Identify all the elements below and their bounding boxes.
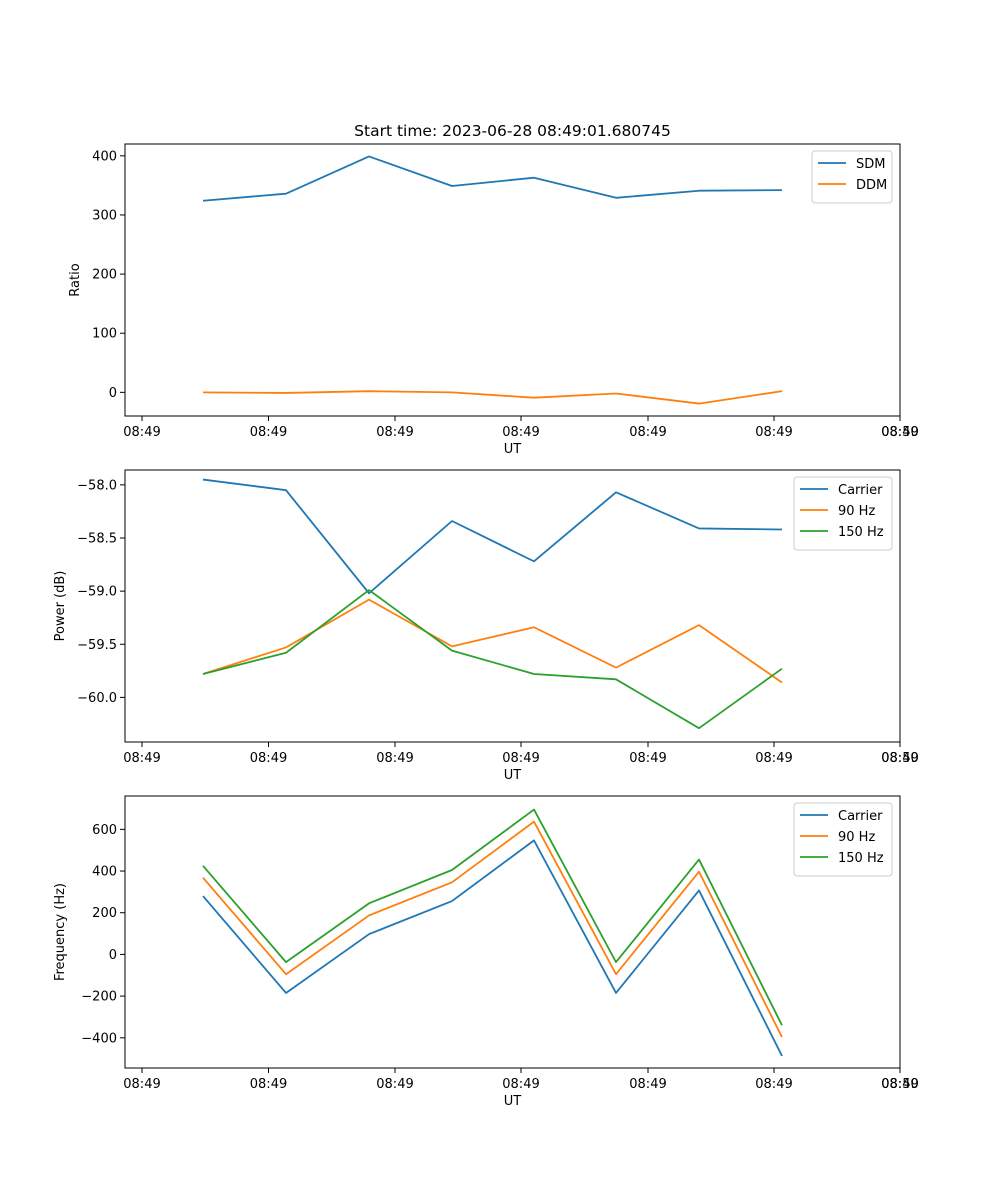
x-tick-label: 08:49 bbox=[629, 751, 666, 766]
x-tick-label: 08:50 bbox=[881, 425, 918, 440]
y-tick-label: 400 bbox=[92, 865, 117, 880]
x-tick-label: 08:49 bbox=[250, 751, 287, 766]
x-tick-label: 08:49 bbox=[755, 751, 792, 766]
y-tick-label: 200 bbox=[92, 268, 117, 283]
x-tick-label: 08:49 bbox=[250, 1077, 287, 1092]
legend-label: 90 Hz bbox=[838, 504, 875, 519]
legend-label: Carrier bbox=[838, 809, 883, 824]
x-tick-label: 08:49 bbox=[376, 425, 413, 440]
plot-frame bbox=[124, 469, 901, 743]
legend: Carrier 90 Hz 150 Hz bbox=[793, 802, 893, 877]
y-tick-label: 0 bbox=[109, 386, 117, 401]
x-tick-label: 08:49 bbox=[123, 1077, 160, 1092]
legend: Carrier 90 Hz 150 Hz bbox=[793, 476, 893, 551]
y-axis-label: Frequency (Hz) bbox=[53, 883, 68, 981]
y-tick-label: −400 bbox=[81, 1031, 117, 1046]
legend-label: SDM bbox=[856, 157, 885, 172]
y-axis-label: Power (dB) bbox=[53, 571, 68, 642]
y-tick-label: −58.0 bbox=[77, 478, 117, 493]
y-axis-label: Ratio bbox=[68, 263, 83, 296]
x-tick-label: 08:49 bbox=[502, 1077, 539, 1092]
legend-label: 90 Hz bbox=[838, 830, 875, 845]
x-tick-label: 08:50 bbox=[881, 751, 918, 766]
y-tick-label: 600 bbox=[92, 823, 117, 838]
chart-title: Start time: 2023-06-28 08:49:01.680745 bbox=[354, 122, 671, 140]
y-tick-label: −60.0 bbox=[77, 691, 117, 706]
x-tick-label: 08:50 bbox=[881, 1077, 918, 1092]
plot-frame bbox=[124, 795, 901, 1069]
y-tick-label: −59.5 bbox=[77, 638, 117, 653]
legend-label: 150 Hz bbox=[838, 525, 884, 540]
x-tick-label: 08:49 bbox=[376, 1077, 413, 1092]
y-tick-label: −58.5 bbox=[77, 532, 117, 547]
legend-label: 150 Hz bbox=[838, 851, 884, 866]
x-tick-label: 08:49 bbox=[881, 1077, 918, 1092]
x-tick-label: 08:49 bbox=[881, 751, 918, 766]
y-tick-label: −200 bbox=[81, 990, 117, 1005]
panel-3: 08:49 08:49 08:49 08:49 08:49 08:49 08:4908:50… bbox=[53, 795, 919, 1109]
legend-label: Carrier bbox=[838, 483, 883, 498]
series-line-150-hz bbox=[202, 589, 783, 730]
y-tick-label: 0 bbox=[109, 948, 117, 963]
y-tick-label: 300 bbox=[92, 208, 117, 223]
x-axis-label: UT bbox=[504, 768, 522, 783]
x-tick-label: 08:49 bbox=[629, 425, 666, 440]
y-tick-label: 400 bbox=[92, 149, 117, 164]
x-tick-label: 08:49 bbox=[502, 425, 539, 440]
series-line-90-hz bbox=[202, 820, 783, 1038]
series-line-carrier bbox=[202, 839, 783, 1057]
x-tick-label: 08:49 bbox=[881, 425, 918, 440]
y-tick-label: 200 bbox=[92, 906, 117, 921]
x-tick-label: 08:49 bbox=[250, 425, 287, 440]
series-line-sdm bbox=[202, 155, 783, 202]
x-tick-label: 08:49 bbox=[755, 1077, 792, 1092]
series-line-150-hz bbox=[202, 808, 783, 1026]
x-tick-label: 08:49 bbox=[123, 751, 160, 766]
x-axis-label: UT bbox=[504, 1094, 522, 1109]
legend-box bbox=[811, 150, 893, 204]
panel-2: 08:49 08:49 08:49 08:49 08:49 08:49 08:4908:50… bbox=[53, 469, 919, 783]
legend: SDM DDM bbox=[811, 150, 893, 204]
series-line-ddm bbox=[202, 390, 783, 405]
plot-frame bbox=[124, 143, 901, 417]
y-tick-label: 100 bbox=[92, 327, 117, 342]
x-axis-label: UT bbox=[504, 442, 522, 457]
x-tick-label: 08:49 bbox=[376, 751, 413, 766]
series-line-carrier bbox=[202, 478, 783, 595]
x-tick-label: 08:49 bbox=[502, 751, 539, 766]
x-tick-label: 08:49 bbox=[123, 425, 160, 440]
y-tick-label: −59.0 bbox=[77, 585, 117, 600]
series-line-90-hz bbox=[202, 598, 783, 684]
x-tick-label: 08:49 bbox=[755, 425, 792, 440]
x-tick-label: 08:49 bbox=[629, 1077, 666, 1092]
legend-label: DDM bbox=[856, 178, 887, 193]
panel-1: 08:49 08:49 08:49 08:49 08:49 08:49 08:4908:50… bbox=[68, 143, 919, 457]
panels: 08:49 08:49 08:49 08:49 08:49 08:49 08:4908:50… bbox=[53, 143, 919, 1109]
